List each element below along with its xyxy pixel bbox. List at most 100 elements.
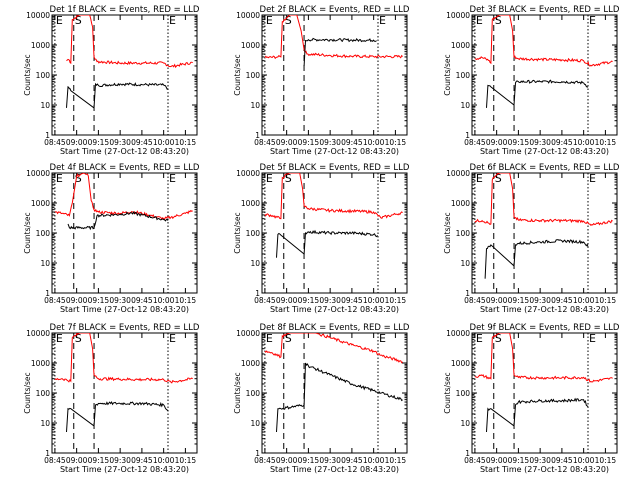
marker-label-E: E	[379, 332, 386, 345]
y-tick-label: 10	[40, 259, 50, 268]
x-tick-label: 10:00	[363, 456, 385, 465]
y-tick-label: 10	[250, 419, 260, 428]
events-series-line	[66, 82, 169, 109]
marker-label-E: E	[589, 332, 596, 345]
y-tick-label: 1	[465, 449, 470, 458]
panel-title: Det 4f BLACK = Events, RED = LLD	[50, 163, 200, 173]
y-axis-label: Counts/sec	[443, 212, 452, 253]
series-group	[264, 173, 403, 258]
x-tick-label: 09:45	[131, 138, 153, 147]
marker-label-E: E	[266, 172, 273, 185]
x-tick-label: 09:15	[508, 456, 530, 465]
marker-label-E: E	[56, 172, 63, 185]
y-tick-label: 100	[36, 389, 51, 398]
x-tick-label: 09:00	[486, 138, 508, 147]
y-tick-label: 1	[45, 449, 50, 458]
y-tick-label: 10000	[446, 329, 470, 338]
panel-det-6: Det 6f BLACK = Events, RED = LLD 1 10 100 10…	[443, 163, 620, 314]
series-group	[54, 333, 193, 433]
x-tick-label: 09:30	[529, 138, 551, 147]
y-tick-label: 1000	[451, 41, 470, 50]
x-tick-label: 09:00	[66, 296, 88, 305]
marker-label-E: E	[589, 172, 596, 185]
marker-label-S: S	[495, 332, 502, 345]
marker-label-S: S	[75, 14, 82, 27]
x-tick-label: 10:00	[153, 138, 175, 147]
events-series-line	[67, 211, 169, 231]
marker-label-E: E	[266, 332, 273, 345]
x-axis-label: Start Time (27-Oct-12 08:43:20)	[480, 305, 609, 314]
marker-label-S: S	[75, 332, 82, 345]
panel-det-9: Det 9f BLACK = Events, RED = LLD 1 10 100 10…	[443, 323, 620, 474]
x-tick-label: 10:00	[153, 456, 175, 465]
x-tick-label: 08:45	[44, 138, 66, 147]
x-tick-label: 09:30	[109, 296, 131, 305]
lld-series-line	[474, 333, 613, 383]
x-tick-label: 08:45	[464, 138, 486, 147]
y-tick-label: 10000	[26, 169, 50, 178]
marker-label-E: E	[589, 14, 596, 27]
series-group	[474, 173, 613, 279]
y-tick-label: 100	[246, 71, 261, 80]
x-tick-label: 09:30	[109, 456, 131, 465]
series-group	[264, 15, 403, 67]
x-tick-label: 10:15	[175, 138, 197, 147]
y-tick-label: 1	[255, 131, 260, 140]
lld-series-line	[474, 15, 613, 67]
x-tick-label: 10:00	[573, 456, 595, 465]
x-tick-label: 09:15	[298, 296, 320, 305]
y-tick-label: 1000	[31, 41, 50, 50]
x-tick-label: 10:15	[595, 296, 617, 305]
series-group	[474, 333, 613, 433]
y-tick-label: 100	[456, 389, 471, 398]
y-tick-label: 10000	[26, 11, 50, 20]
events-series-line	[486, 397, 589, 433]
x-tick-label: 09:30	[529, 456, 551, 465]
y-tick-label: 1000	[241, 199, 260, 208]
x-tick-label: 09:15	[508, 296, 530, 305]
x-tick-label: 09:45	[551, 456, 573, 465]
panel-det-7: Det 7f BLACK = Events, RED = LLD 1 10 100 10…	[23, 323, 200, 474]
y-tick-label: 10000	[446, 11, 470, 20]
x-tick-label: 09:00	[276, 296, 298, 305]
y-axis-label: Counts/sec	[233, 54, 242, 95]
panel-title: Det 3f BLACK = Events, RED = LLD	[470, 5, 620, 15]
x-tick-label: 10:00	[573, 296, 595, 305]
x-axis-label: Start Time (27-Oct-12 08:43:20)	[270, 465, 399, 474]
x-tick-label: 09:45	[131, 296, 153, 305]
y-tick-label: 1	[465, 289, 470, 298]
y-tick-label: 1000	[241, 359, 260, 368]
y-axis-label: Counts/sec	[23, 212, 32, 253]
y-tick-label: 100	[246, 229, 261, 238]
y-tick-label: 10	[40, 101, 50, 110]
y-tick-label: 100	[246, 389, 261, 398]
x-axis-label: Start Time (27-Oct-12 08:43:20)	[480, 465, 609, 474]
panel-title: Det 9f BLACK = Events, RED = LLD	[470, 323, 620, 333]
x-tick-label: 09:00	[66, 138, 88, 147]
x-tick-label: 08:45	[254, 138, 276, 147]
x-tick-label: 09:00	[486, 296, 508, 305]
x-tick-label: 09:00	[276, 138, 298, 147]
x-tick-label: 10:15	[175, 296, 197, 305]
x-tick-label: 09:45	[131, 456, 153, 465]
y-tick-label: 10	[40, 419, 50, 428]
series-group	[474, 15, 613, 108]
y-tick-label: 10	[460, 419, 470, 428]
marker-label-E: E	[169, 332, 176, 345]
x-tick-label: 10:15	[385, 138, 407, 147]
panel-title: Det 5f BLACK = Events, RED = LLD	[260, 163, 410, 173]
y-tick-label: 1	[45, 131, 50, 140]
y-tick-label: 10000	[446, 169, 470, 178]
y-tick-label: 10000	[236, 169, 260, 178]
y-axis-label: Counts/sec	[443, 54, 452, 95]
marker-label-E: E	[169, 172, 176, 185]
x-tick-label: 08:45	[254, 456, 276, 465]
x-tick-label: 08:45	[44, 456, 66, 465]
x-tick-label: 09:45	[341, 456, 363, 465]
y-tick-label: 100	[456, 71, 471, 80]
events-series-line	[484, 239, 589, 279]
x-axis-label: Start Time (27-Oct-12 08:43:20)	[480, 147, 609, 156]
x-tick-label: 09:30	[319, 138, 341, 147]
x-tick-label: 10:15	[595, 138, 617, 147]
y-tick-label: 1000	[31, 359, 50, 368]
